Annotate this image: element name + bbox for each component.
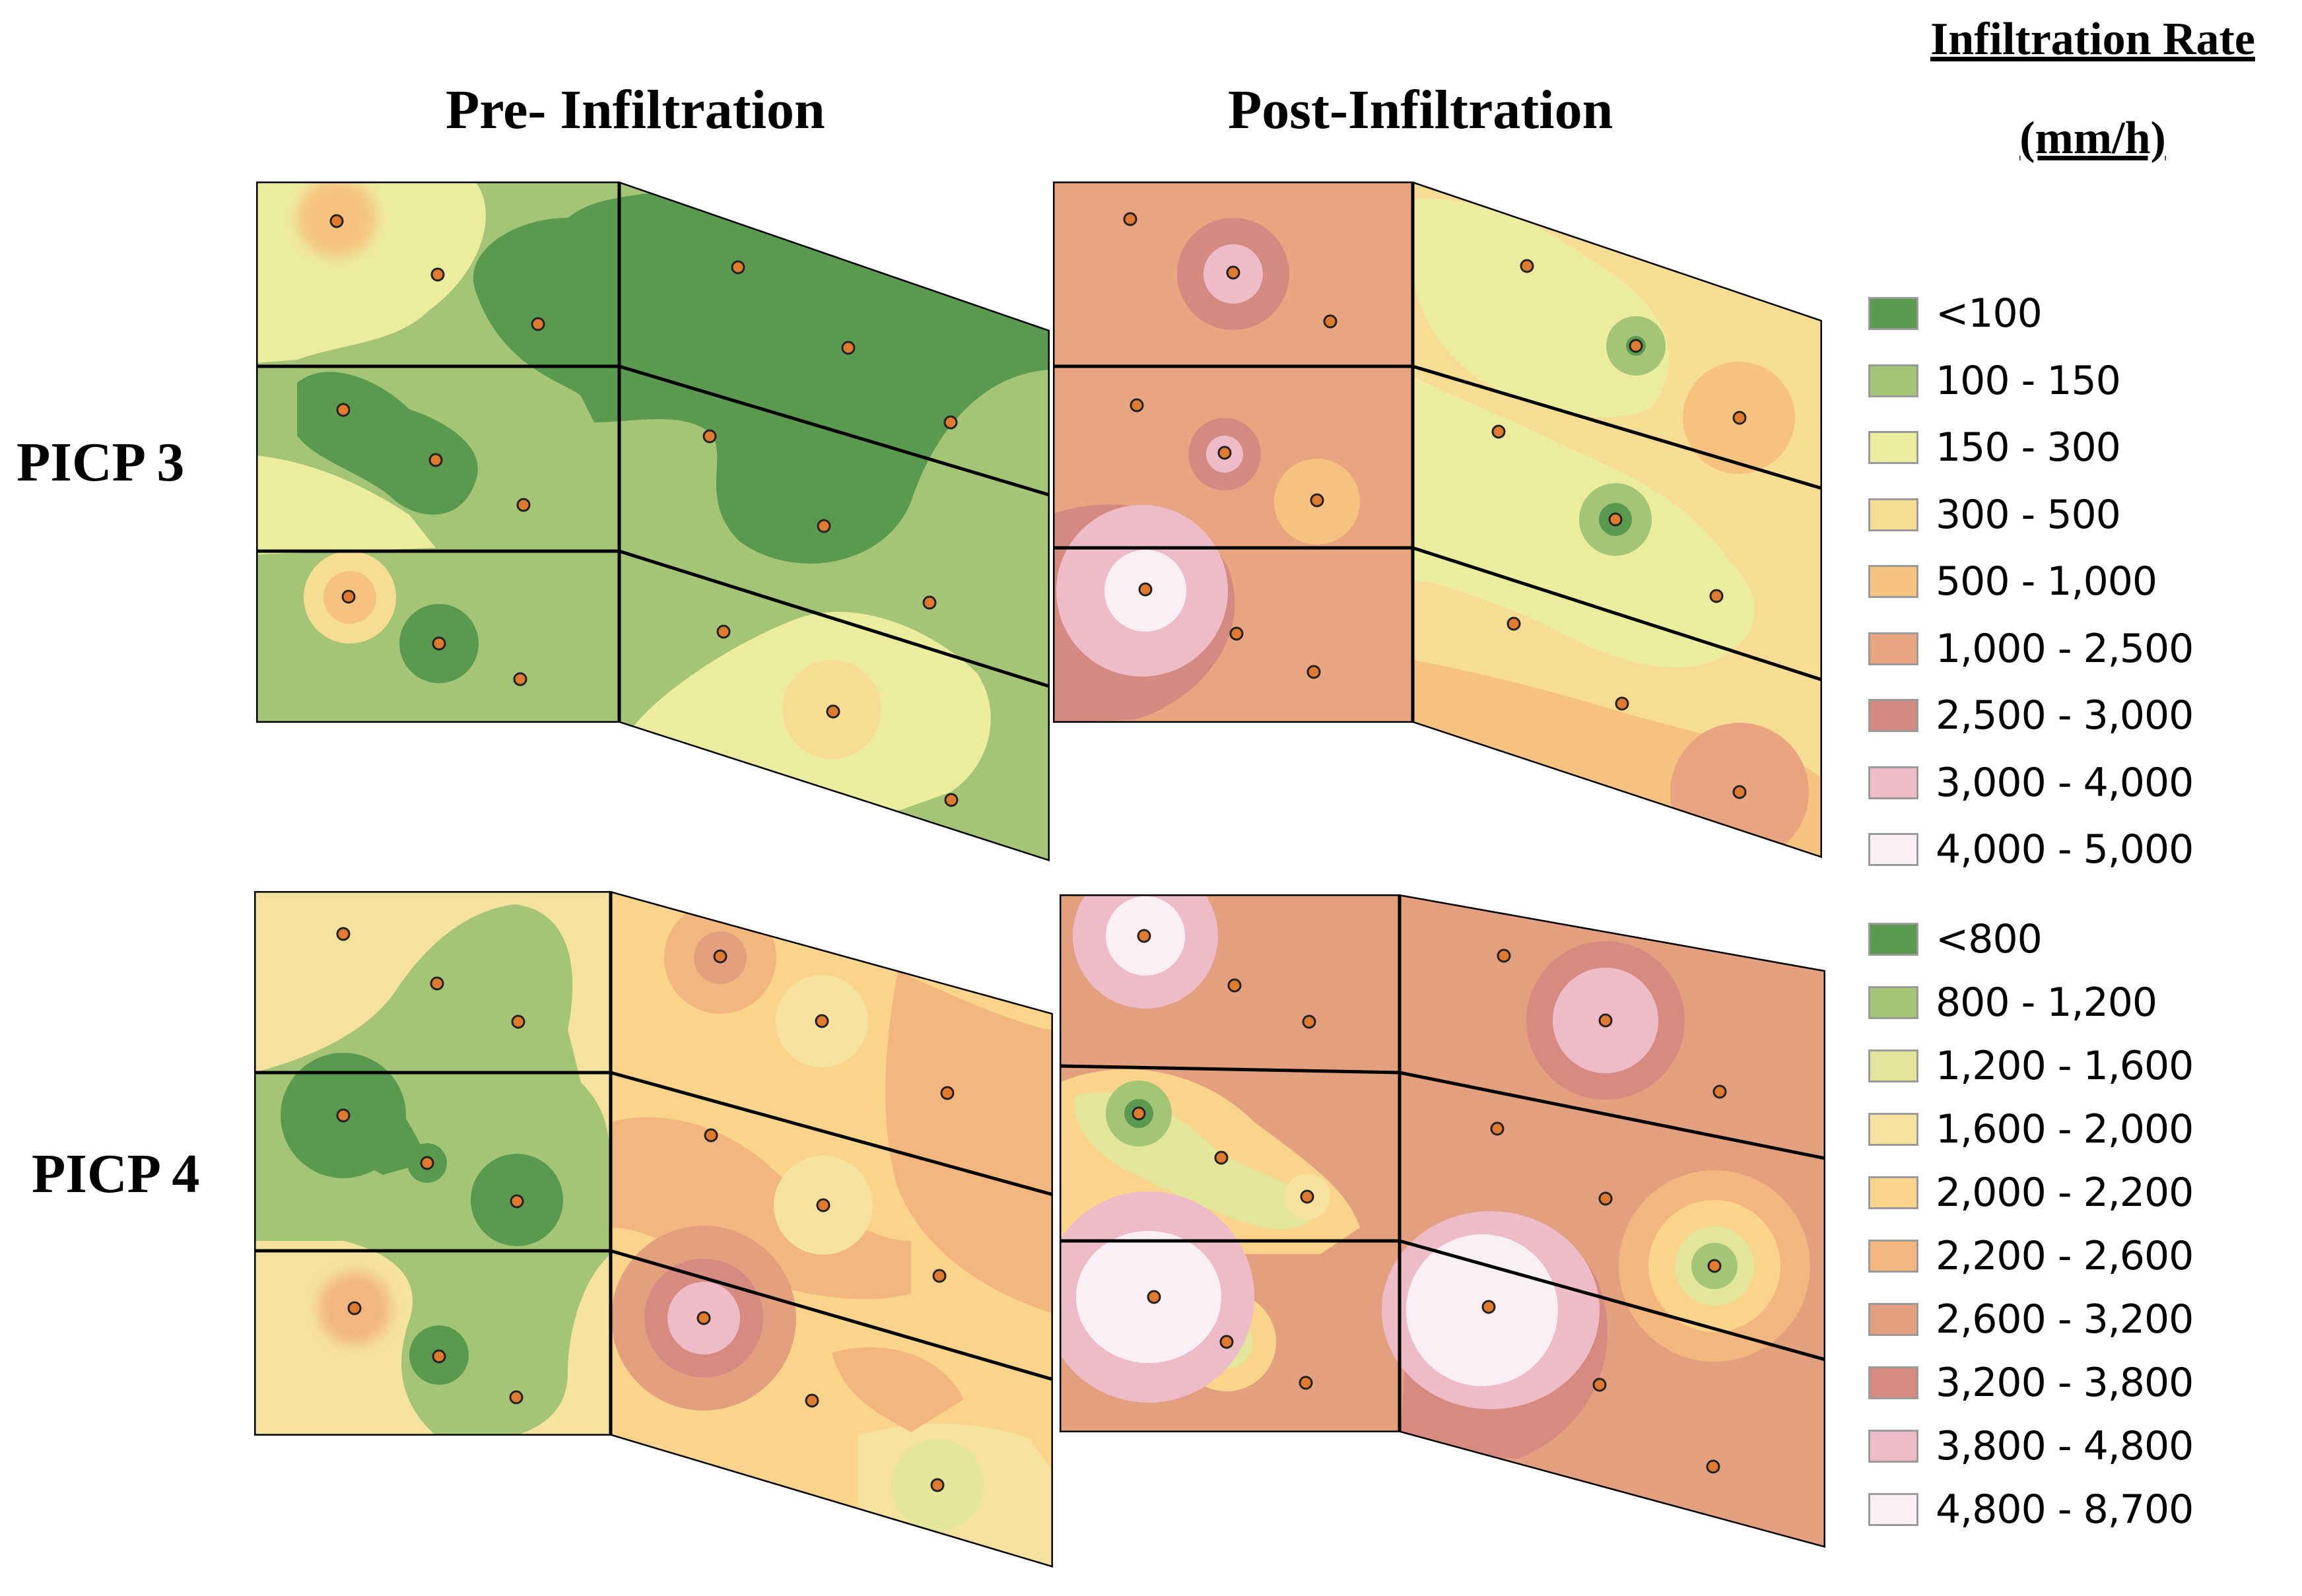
legend-swatch — [1868, 1493, 1918, 1526]
legend-item: 2,200 - 2,600 — [1868, 1228, 2194, 1284]
legend-label: 2,200 - 2,600 — [1936, 1233, 2194, 1279]
legend-item: <800 — [1868, 911, 2043, 968]
legend-swatch — [1868, 565, 1918, 598]
legend-label: 2,600 - 3,200 — [1936, 1296, 2194, 1343]
legend-item: 1,600 - 2,000 — [1868, 1101, 2194, 1158]
legend-label: 1,600 - 2,000 — [1936, 1106, 2194, 1152]
legend-item: 800 - 1,200 — [1868, 974, 2157, 1031]
legend-swatch — [1868, 1430, 1918, 1463]
legend-label: 4,000 - 5,000 — [1936, 826, 2194, 873]
picp4-pre-map — [254, 891, 1053, 1568]
legend-label: <800 — [1936, 916, 2043, 962]
legend-item: 300 - 500 — [1868, 486, 2121, 543]
legend-item: 4,000 - 5,000 — [1868, 821, 2194, 878]
legend-item: 3,000 - 4,000 — [1868, 754, 2194, 811]
legend-swatch — [1868, 1303, 1918, 1336]
legend-item: 1,000 - 2,500 — [1868, 620, 2194, 677]
legend-swatch — [1868, 923, 1918, 956]
legend-item: 2,500 - 3,000 — [1868, 687, 2194, 744]
legend-label: 1,000 - 2,500 — [1936, 625, 2194, 672]
picp3-post-map — [1053, 182, 1822, 858]
legend-swatch — [1868, 1113, 1918, 1146]
legend-swatch — [1868, 986, 1918, 1019]
legend-item: 500 - 1,000 — [1868, 553, 2157, 610]
picp4-post-map — [1060, 894, 1825, 1548]
legend-swatch — [1868, 1049, 1918, 1082]
legend-swatch — [1868, 632, 1918, 665]
legend-title: Infiltration Rate — [1930, 14, 2255, 65]
legend-label: 2,000 - 2,200 — [1936, 1170, 2194, 1216]
legend-swatch — [1868, 1366, 1918, 1399]
picp3-label: PICP 3 — [17, 432, 185, 493]
legend-label: 3,000 - 4,000 — [1936, 759, 2194, 806]
legend-units: (mm/h) — [2019, 113, 2166, 164]
legend-label: 2,500 - 3,000 — [1936, 692, 2194, 739]
legend-item: 2,000 - 2,200 — [1868, 1164, 2194, 1221]
legend-label: 3,200 - 3,800 — [1936, 1360, 2194, 1406]
legend-swatch — [1868, 766, 1918, 799]
legend-swatch — [1868, 498, 1918, 531]
legend-swatch — [1868, 1176, 1918, 1209]
legend-label: 500 - 1,000 — [1936, 558, 2157, 605]
legend-item: 150 - 300 — [1868, 419, 2121, 476]
legend-label: 300 - 500 — [1936, 491, 2121, 538]
legend-item: 1,200 - 1,600 — [1868, 1038, 2194, 1094]
legend-swatch — [1868, 699, 1918, 732]
legend-label: <100 — [1936, 290, 2043, 337]
legend-swatch — [1868, 431, 1918, 464]
post-infiltration-heading: Post-Infiltration — [1228, 79, 1613, 141]
legend-label: 1,200 - 1,600 — [1936, 1043, 2194, 1089]
legend-swatch — [1868, 1240, 1918, 1273]
legend-label: 3,800 - 4,800 — [1936, 1423, 2194, 1469]
legend-label: 800 - 1,200 — [1936, 980, 2157, 1026]
legend-item: 3,200 - 3,800 — [1868, 1354, 2194, 1411]
picp3-pre-map — [256, 182, 1050, 861]
legend-swatch — [1868, 364, 1918, 397]
legend-swatch — [1868, 297, 1918, 330]
legend-label: 100 - 150 — [1936, 357, 2121, 404]
pre-infiltration-heading: Pre- Infiltration — [446, 79, 825, 141]
picp4-label: PICP 4 — [32, 1143, 200, 1205]
legend-label: 4,800 - 8,700 — [1936, 1486, 2194, 1533]
legend-item: 3,800 - 4,800 — [1868, 1418, 2194, 1475]
legend-swatch — [1868, 833, 1918, 866]
legend-item: 100 - 150 — [1868, 352, 2121, 409]
legend-item: 2,600 - 3,200 — [1868, 1291, 2194, 1348]
legend-label: 150 - 300 — [1936, 424, 2121, 471]
legend-item: 4,800 - 8,700 — [1868, 1481, 2194, 1538]
legend-item: <100 — [1868, 285, 2043, 342]
